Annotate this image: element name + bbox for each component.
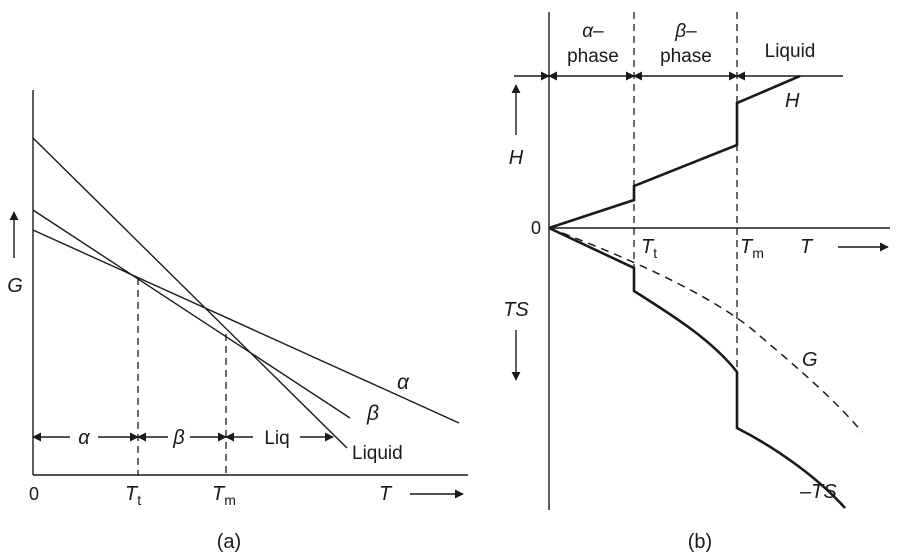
enthalpy-curve-label: H	[785, 90, 800, 112]
panel-b-origin-label: 0	[531, 218, 541, 238]
panel-a-caption: (a)	[217, 531, 241, 553]
region-liquid-label: Liq	[264, 428, 289, 449]
gibbs-curve-label: G	[802, 349, 818, 371]
phase-alpha-label-word: phase	[567, 46, 619, 67]
panel-b: α– phase β– phase Liquid H G –TS H 0 TS …	[503, 12, 890, 553]
phase-liquid-label: Liquid	[765, 41, 816, 62]
g-axis-label: G	[7, 275, 23, 297]
liquid-curve	[32, 137, 348, 449]
liquid-curve-label: Liquid	[352, 443, 403, 464]
alpha-curve	[32, 229, 460, 424]
panel-a: α β Liq α β Liquid G 0 Tt Tm T (a)	[7, 90, 468, 553]
h-axis-label: H	[509, 147, 524, 169]
gibbs-curve	[548, 227, 863, 433]
panel-a-tm-label: Tm	[212, 483, 236, 508]
panel-b-t-axis-label: T	[800, 236, 814, 258]
phase-alpha-label-top: α–	[582, 21, 604, 42]
enthalpy-curve	[548, 74, 801, 230]
panel-b-tm-label: Tm	[740, 236, 764, 261]
ts-axis-label: TS	[503, 299, 529, 321]
phase-beta-label-top: β–	[674, 21, 697, 42]
phase-beta-label-word: phase	[660, 46, 712, 67]
alpha-curve-label: α	[397, 371, 410, 394]
region-alpha-label: α	[78, 427, 90, 449]
region-beta-label: β	[172, 427, 184, 449]
neg-ts-curve	[548, 226, 846, 509]
panel-b-caption: (b)	[688, 531, 712, 553]
panel-a-t-axis-label: T	[379, 483, 393, 505]
beta-curve	[32, 209, 351, 419]
panel-a-tt-label: Tt	[125, 483, 141, 508]
panel-b-tt-label: Tt	[641, 236, 657, 261]
panel-a-origin-label: 0	[29, 484, 39, 504]
neg-ts-curve-label: –TS	[799, 481, 837, 503]
beta-curve-label: β	[366, 402, 379, 425]
